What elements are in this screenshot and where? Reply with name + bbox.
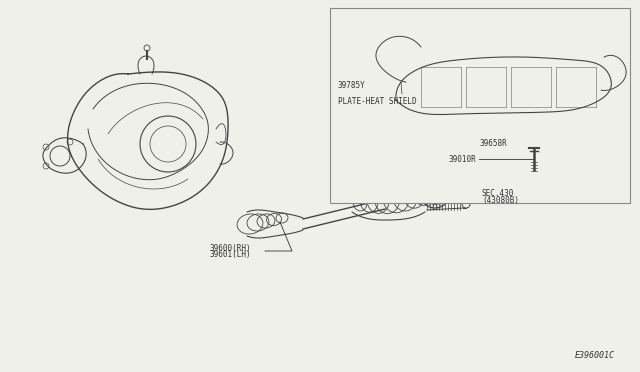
Text: PLATE-HEAT SHIELD: PLATE-HEAT SHIELD <box>338 97 417 106</box>
Text: 39601(LH): 39601(LH) <box>210 250 252 259</box>
Text: 39010R: 39010R <box>448 155 476 164</box>
Text: E396001C: E396001C <box>575 351 615 360</box>
Text: SEC.430: SEC.430 <box>482 189 515 198</box>
Text: 39600(RH): 39600(RH) <box>210 244 252 253</box>
Text: 39658R: 39658R <box>480 140 508 148</box>
Text: 39785Y: 39785Y <box>338 81 365 90</box>
Text: (43080B): (43080B) <box>482 196 519 205</box>
Bar <box>330 8 630 203</box>
